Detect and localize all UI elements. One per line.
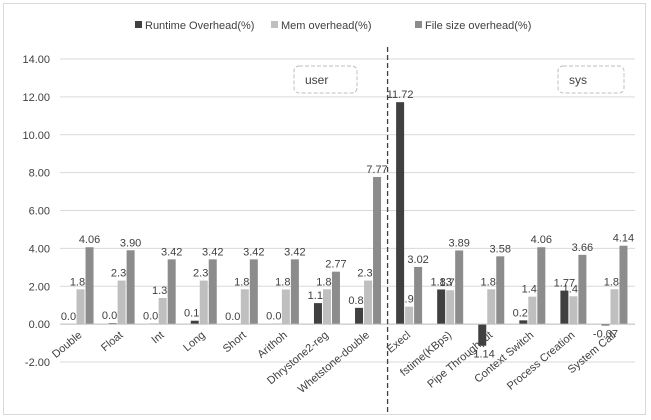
bar <box>487 289 496 325</box>
x-tick-label: Float <box>99 329 125 354</box>
bar <box>528 296 537 325</box>
data-label: 3.42 <box>243 246 264 258</box>
y-tick-label: 14.00 <box>22 54 50 66</box>
y-tick-label: 8.00 <box>29 168 50 180</box>
data-label: 11.72 <box>387 89 414 101</box>
bar <box>167 259 176 325</box>
data-label: 7.77 <box>366 164 387 176</box>
data-label: 4.06 <box>531 234 552 246</box>
bar <box>537 247 546 325</box>
bar <box>208 259 217 325</box>
data-label: 3.42 <box>284 246 305 258</box>
y-tick-label: 10.00 <box>22 130 50 142</box>
bar <box>281 289 290 325</box>
data-label: -0.07 <box>593 328 618 340</box>
data-label: 3.42 <box>161 246 182 258</box>
legend-label: Runtime Overhead(%) <box>145 20 254 32</box>
bar <box>355 307 364 325</box>
bar <box>446 290 455 325</box>
bar <box>405 306 414 325</box>
bar <box>158 297 167 325</box>
bar <box>240 289 249 325</box>
bar <box>569 296 578 325</box>
y-tick-label: 4.00 <box>29 243 50 255</box>
data-label: 4.14 <box>613 233 634 245</box>
bar <box>578 254 587 325</box>
bar <box>290 259 299 325</box>
bar <box>601 324 610 326</box>
legend-swatch <box>415 21 422 28</box>
data-label: 3.66 <box>572 242 593 254</box>
y-tick-label: 12.00 <box>22 92 50 104</box>
bar <box>126 250 135 325</box>
data-label: 1.83 <box>430 276 451 288</box>
data-label: 3.90 <box>120 237 141 249</box>
bar <box>455 250 464 325</box>
y-tick-label: 2.00 <box>29 281 50 293</box>
data-label: 3.42 <box>202 246 223 258</box>
region-label: sys <box>569 73 587 87</box>
bar <box>313 303 322 325</box>
region-label: user <box>305 73 328 87</box>
sys-region-box <box>557 65 625 94</box>
data-label: -1.14 <box>470 349 495 361</box>
bar <box>619 245 628 325</box>
bar <box>437 289 446 325</box>
legend-label: File size overhead(%) <box>425 20 531 32</box>
bar <box>364 280 373 325</box>
y-tick-label: -2.00 <box>25 357 50 369</box>
data-label: 2.77 <box>325 259 346 271</box>
bar <box>478 324 487 346</box>
x-tick-label: Long <box>181 329 207 354</box>
user-region-box <box>293 65 358 94</box>
bar <box>190 320 199 325</box>
bar <box>249 259 258 325</box>
bar <box>373 176 382 325</box>
bar <box>496 256 505 325</box>
bar <box>85 247 94 325</box>
x-tick-label: Double <box>50 329 84 361</box>
legend-swatch <box>135 21 142 28</box>
data-label: 3.02 <box>407 254 428 266</box>
data-label: 1.77 <box>554 278 575 290</box>
bar <box>331 271 340 325</box>
bar <box>199 280 208 325</box>
data-label: 3.89 <box>448 237 469 249</box>
bar <box>396 102 405 325</box>
x-tick-label: Execl <box>385 329 413 355</box>
x-tick-label: Whetstone-double <box>296 329 372 396</box>
x-tick-label: Short <box>221 329 249 355</box>
y-tick-label: 6.00 <box>29 206 50 218</box>
data-label: 3.58 <box>490 243 511 255</box>
data-label: 4.06 <box>79 234 100 246</box>
y-tick-label: 0.00 <box>29 319 50 331</box>
bar <box>560 290 569 325</box>
x-tick-label: Arithoh <box>255 329 289 361</box>
bar <box>322 289 331 325</box>
bar <box>76 289 85 325</box>
bar <box>117 280 126 325</box>
bar <box>414 266 423 325</box>
x-tick-label: Int <box>150 329 167 346</box>
legend-swatch <box>271 21 278 28</box>
bar <box>519 320 528 325</box>
bar <box>610 289 619 325</box>
legend-label: Mem overhead(%) <box>281 20 371 32</box>
